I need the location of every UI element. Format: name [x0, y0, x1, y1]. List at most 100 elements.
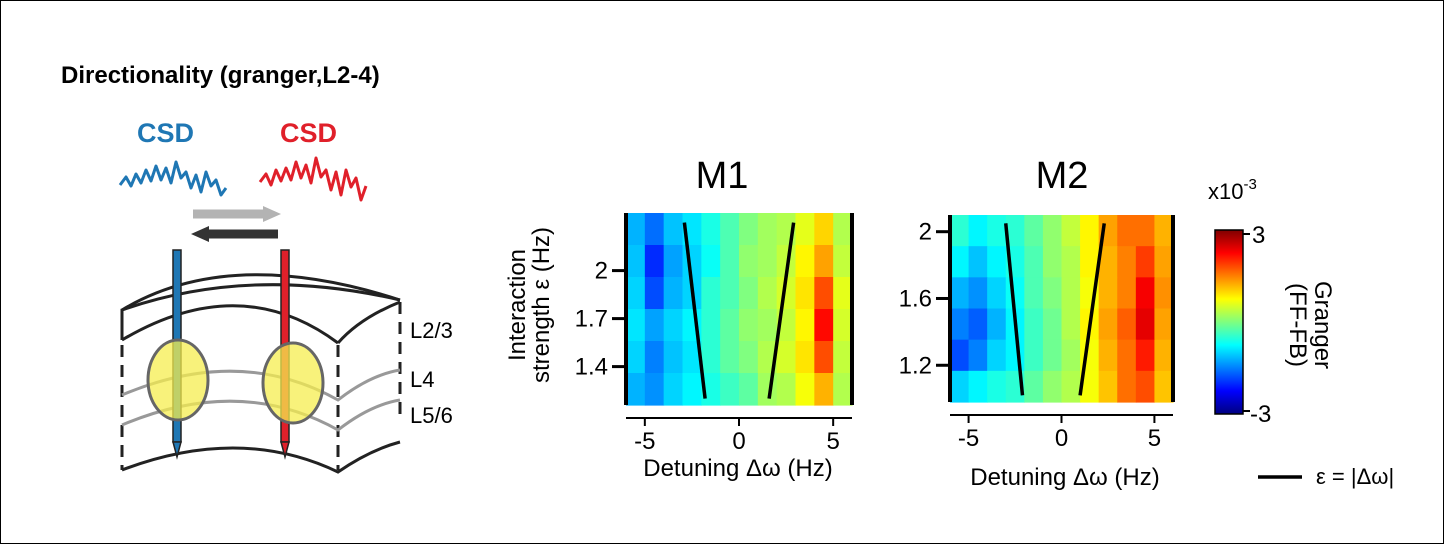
heatmap-cell [1042, 215, 1063, 247]
heatmap-cell [644, 309, 665, 342]
heatmap-cell [987, 246, 1007, 278]
heatmap-cell [1154, 339, 1174, 372]
heatmap-cell [1117, 308, 1137, 341]
heatmap-cell [1098, 308, 1118, 341]
heatmap-cell [739, 213, 759, 246]
m1-ylabel-line1: Interaction [504, 249, 531, 361]
colorbar-min-label: -3 [1250, 401, 1271, 428]
heatmap-cell [757, 245, 778, 278]
heatmap-cell [987, 339, 1007, 372]
m1-title: M1 [696, 155, 749, 197]
heatmap-cell [795, 277, 815, 310]
heatmap-cell [720, 309, 740, 342]
heatmap-cell [1024, 339, 1044, 372]
heatmap-cell [1080, 246, 1100, 278]
y-tick-label: 2 [919, 219, 932, 246]
heatmap-cell [1042, 339, 1063, 372]
heatmap-m2: -5 0 5 1.2 1.6 2 [899, 215, 1175, 452]
heatmap-cell [682, 341, 702, 374]
heatmap-cell [663, 245, 684, 278]
heatmap-cell [1154, 246, 1174, 278]
cortex-schematic: L2/3 L4 L5/6 [118, 156, 453, 474]
heatmap-cell [814, 245, 834, 278]
heatmap-cell [701, 245, 721, 278]
heatmap-cell [814, 309, 834, 342]
heatmap-cell [663, 309, 684, 342]
heatmap-cell [682, 373, 702, 406]
heatmap-cell [644, 341, 665, 374]
heatmap-cell [814, 373, 834, 406]
heatmap-cell [1061, 215, 1081, 247]
heatmap-cell [795, 309, 815, 342]
m1-ylabel-line2: strength ε (Hz) [528, 227, 555, 383]
heatmap-cell [1117, 339, 1137, 372]
colorbar-max-label: 3 [1252, 222, 1265, 249]
heatmap-cell [626, 245, 646, 278]
heatmap-cell [1154, 308, 1174, 341]
heatmap-cell [1098, 246, 1118, 278]
heatmap-cell [1061, 339, 1081, 372]
heatmap-cell [950, 277, 970, 310]
heatmap-cell [987, 277, 1007, 310]
heatmap-m1: -5 0 5 1.4 1.7 2 [575, 213, 854, 455]
m2-title: M2 [1036, 155, 1089, 197]
heatmap-cell [1154, 277, 1174, 310]
epsilon-line [682, 222, 707, 399]
epsilon-line [1078, 223, 1106, 396]
heatmap-cell [626, 341, 646, 374]
heatmap-cell [1135, 246, 1156, 278]
heatmap-cell [1098, 339, 1118, 372]
heatmap-cell [701, 341, 721, 374]
layer-label-l4: L4 [410, 367, 434, 392]
heatmap-cell [795, 245, 815, 278]
heatmap-cell [968, 308, 988, 341]
legend-text: ε = |Δω| [1316, 464, 1394, 489]
heatmap-cell [1005, 339, 1025, 372]
y-tick-label: 2 [595, 258, 608, 285]
heatmap-cell [720, 213, 740, 246]
heatmap-cell [644, 373, 665, 406]
heatmap-cell [739, 341, 759, 374]
colorbar-multiplier: x10-3 [1208, 176, 1257, 204]
heatmap-cell [1135, 277, 1156, 310]
heatmap-cell [968, 215, 988, 247]
x-tick-label: -5 [958, 425, 979, 452]
heatmap-cell [626, 213, 646, 246]
m1-xlabel: Detuning Δω (Hz) [643, 455, 833, 482]
csd-trace-left [118, 160, 228, 197]
heatmap-cell [1135, 370, 1156, 403]
heatmap-cell [1061, 308, 1081, 341]
x-tick-label: 5 [1148, 425, 1161, 452]
csd-label-right: CSD [280, 118, 338, 148]
heatmap-cell [739, 373, 759, 406]
heatmap-cell [1024, 246, 1044, 278]
heatmap-cell [682, 245, 702, 278]
heatmap-cell [814, 213, 834, 246]
heatmap-cell [701, 309, 721, 342]
heatmap-cell [1080, 215, 1100, 247]
heatmap-cell [1098, 370, 1118, 403]
heatmap-cell [1154, 370, 1174, 403]
heatmap-cell [950, 339, 970, 372]
heatmap-cell [739, 245, 759, 278]
heatmap-cell [644, 277, 665, 310]
heatmap-cell [720, 341, 740, 374]
heatmap-cell [795, 213, 815, 246]
heatmap-cell [757, 213, 778, 246]
heatmap-cell [987, 308, 1007, 341]
heatmap-cell [776, 245, 797, 278]
heatmap-cell [833, 213, 853, 246]
heatmap-cell [987, 370, 1007, 403]
heatmap-cell [663, 277, 684, 310]
heatmap-cell [720, 245, 740, 278]
heatmap-cell [1135, 339, 1156, 372]
heatmap-cell [720, 373, 740, 406]
colorbar-label-line1: Granger [1309, 281, 1336, 369]
heatmap-cell [1024, 277, 1044, 310]
heatmap-cell [1098, 277, 1118, 310]
heatmap-cell [833, 341, 853, 374]
y-tick-label: 1.6 [899, 285, 932, 312]
y-tick-label: 1.7 [575, 306, 608, 333]
heatmap-cell [663, 373, 684, 406]
